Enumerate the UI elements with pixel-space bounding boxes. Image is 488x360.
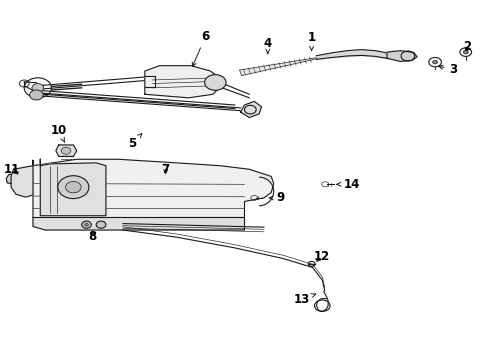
Text: 12: 12 — [312, 250, 329, 263]
Circle shape — [204, 75, 225, 90]
Text: 8: 8 — [88, 230, 97, 243]
Polygon shape — [6, 174, 11, 184]
Circle shape — [58, 176, 89, 199]
Circle shape — [462, 50, 467, 54]
Text: 6: 6 — [192, 30, 209, 67]
Text: 10: 10 — [51, 124, 67, 143]
Polygon shape — [33, 159, 273, 217]
Text: 7: 7 — [162, 163, 169, 176]
Text: 3: 3 — [438, 63, 457, 76]
Text: 14: 14 — [336, 178, 359, 191]
Text: 11: 11 — [4, 163, 20, 176]
Text: 4: 4 — [263, 37, 271, 53]
Text: 5: 5 — [128, 134, 142, 150]
Polygon shape — [11, 166, 33, 197]
Circle shape — [30, 90, 43, 100]
Circle shape — [432, 60, 437, 64]
Circle shape — [81, 221, 91, 228]
Polygon shape — [144, 66, 220, 98]
Circle shape — [84, 223, 88, 226]
Polygon shape — [239, 58, 316, 76]
Text: 2: 2 — [462, 40, 470, 53]
Text: 1: 1 — [307, 31, 315, 50]
Polygon shape — [56, 145, 77, 157]
Circle shape — [32, 84, 43, 92]
Polygon shape — [240, 102, 261, 117]
Polygon shape — [40, 159, 106, 216]
Circle shape — [96, 221, 106, 228]
Text: 9: 9 — [269, 192, 285, 204]
Polygon shape — [33, 217, 244, 230]
Circle shape — [65, 181, 81, 193]
Circle shape — [61, 147, 71, 154]
Text: 13: 13 — [293, 293, 315, 306]
Polygon shape — [386, 51, 416, 62]
